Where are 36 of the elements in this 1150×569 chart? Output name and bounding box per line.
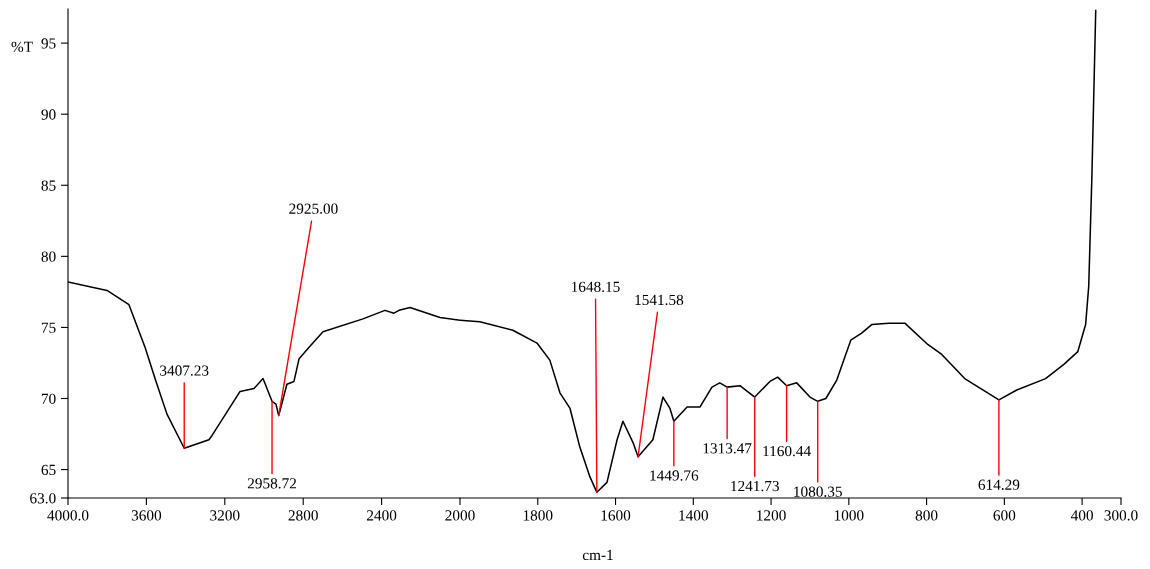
x-tick-label: 2800 — [288, 510, 318, 521]
x-tick-label: 1400 — [679, 510, 708, 521]
x-tick-label: 1200 — [757, 510, 786, 521]
annotation: 2925.00 — [289, 203, 338, 214]
y-tick-label: 90 — [41, 109, 56, 120]
x-tick-label: 1600 — [601, 510, 631, 521]
y-tick-label: 95 — [41, 38, 56, 49]
x-tick-label: 2000 — [445, 510, 475, 521]
annotation: 3407.23 — [160, 365, 209, 376]
annotation: 614.29 — [978, 479, 1020, 490]
x-tick-label: 3200 — [210, 510, 240, 521]
x-tick-label: 4000.0 — [47, 510, 89, 521]
annotation: 1541.58 — [635, 294, 684, 306]
x-tick-label: 300.0 — [1104, 510, 1138, 521]
annotation: 1449.76 — [650, 470, 699, 481]
x-tick-label: 3600 — [131, 510, 162, 521]
x-tick-label: 400 — [1070, 510, 1093, 521]
x-tick-label: 800 — [915, 510, 938, 521]
x-tick-label: 600 — [993, 510, 1016, 521]
y-tick-label: 85 — [41, 180, 56, 191]
x-axis-title: cm-1 — [582, 549, 613, 561]
annotation: 1080.35 — [794, 486, 842, 497]
y-axis-title: %T — [11, 41, 33, 52]
annotation: 1313.47 — [703, 443, 752, 454]
annotation: 1648.15 — [571, 281, 620, 293]
y-tick-label: 80 — [41, 251, 56, 262]
y-tick-label: 70 — [41, 393, 56, 404]
annotation: 1241.73 — [731, 480, 779, 492]
x-tick-label: 1800 — [523, 510, 553, 521]
y-tick-label: 65 — [41, 464, 56, 476]
x-tick-label: 1000 — [834, 510, 864, 521]
x-tick-label: 2400 — [366, 510, 397, 521]
annotation: 1160.44 — [763, 445, 811, 457]
annotation: 2958.72 — [247, 478, 297, 489]
y-tick-label: 75 — [41, 322, 56, 333]
y-tick-label: 63.0 — [30, 493, 56, 504]
